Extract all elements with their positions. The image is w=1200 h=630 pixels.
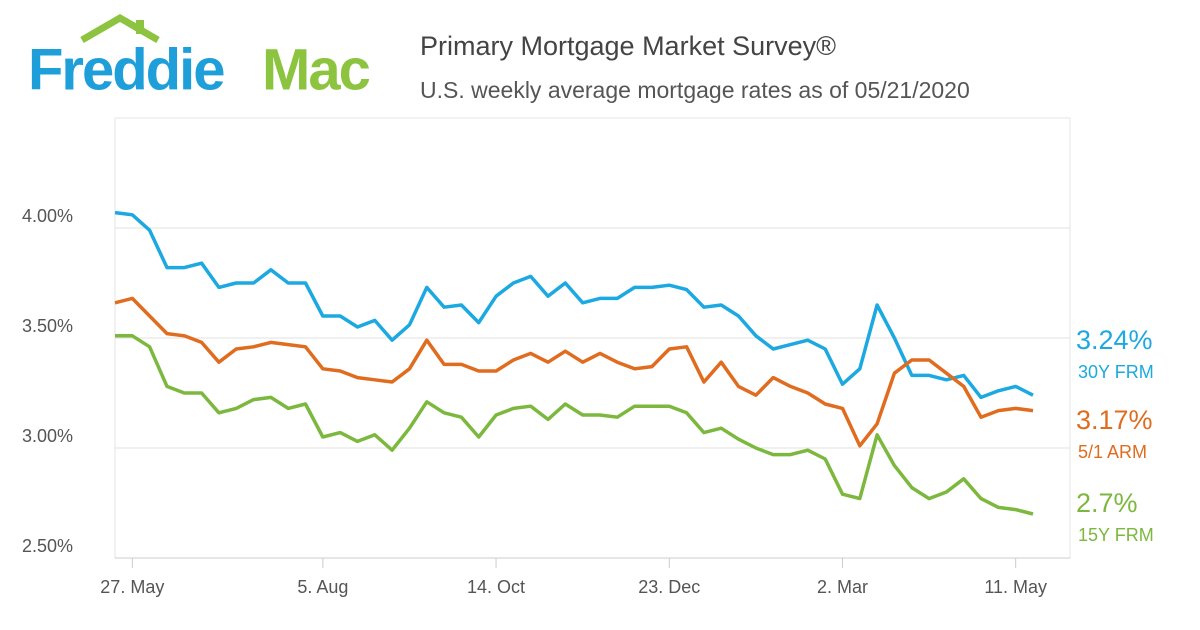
end-value-label: 3.17%: [1076, 405, 1153, 435]
end-value-label: 2.7%: [1076, 488, 1138, 518]
logo-first: Freddie: [28, 37, 224, 102]
legend-label: 5/1 ARM: [1078, 442, 1147, 462]
series-line: [115, 334, 1034, 516]
x-tick-label: 2. Mar: [817, 577, 868, 597]
logo-second: Mac: [262, 37, 370, 102]
end-value-label: 3.24%: [1076, 325, 1153, 355]
y-tick-label: 4.00%: [22, 206, 73, 226]
y-tick-label: 2.50%: [22, 536, 73, 556]
x-tick-label: 23. Dec: [638, 577, 700, 597]
logo: Freddie Mac: [28, 13, 372, 102]
logo-chimney: [136, 20, 144, 34]
series-line: [114, 296, 1034, 448]
logo-roof: [80, 13, 160, 44]
chart-title: Primary Mortgage Market Survey®: [420, 31, 836, 61]
y-tick-label: 3.00%: [22, 426, 73, 446]
x-tick-label: 14. Oct: [467, 577, 525, 597]
chart-subtitle: U.S. weekly average mortgage rates as of…: [420, 77, 970, 103]
x-tick-label: 27. May: [100, 577, 164, 597]
legend-label: 30Y FRM: [1078, 362, 1154, 382]
series-line: [114, 210, 1034, 400]
y-tick-label: 3.50%: [22, 316, 73, 336]
legend-label: 15Y FRM: [1078, 525, 1154, 545]
x-tick-label: 11. May: [984, 577, 1047, 597]
x-tick-label: 5. Aug: [297, 577, 348, 597]
